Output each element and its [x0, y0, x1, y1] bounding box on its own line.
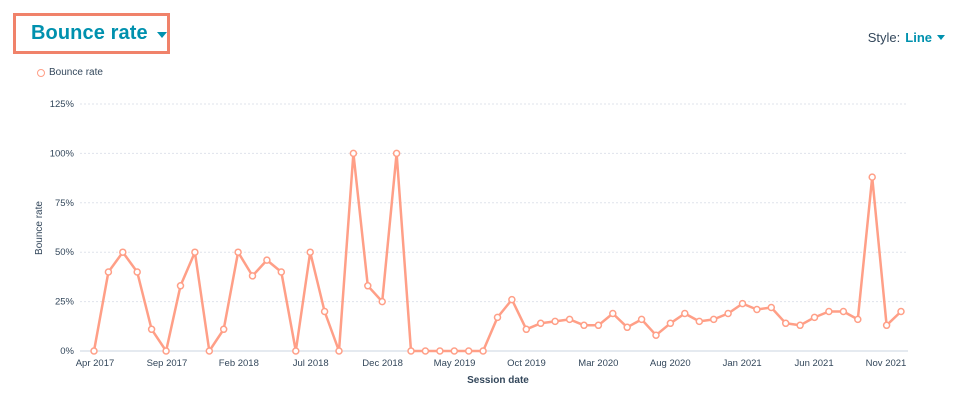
y-tick-label: 75%	[55, 198, 75, 209]
x-tick-label: Aug 2020	[650, 358, 691, 369]
data-point[interactable]	[666, 319, 675, 328]
x-tick-label: Mar 2020	[578, 358, 618, 369]
data-point[interactable]	[191, 248, 199, 256]
data-point[interactable]	[839, 307, 848, 316]
data-point[interactable]	[709, 315, 718, 324]
data-point[interactable]	[580, 321, 588, 330]
data-point[interactable]	[882, 321, 891, 330]
data-point[interactable]	[219, 325, 228, 334]
x-tick-label: Dec 2018	[362, 358, 403, 369]
data-point[interactable]	[436, 347, 444, 355]
data-point[interactable]	[623, 323, 631, 332]
grid-lines	[80, 103, 908, 352]
series-points	[90, 149, 905, 355]
data-point[interactable]	[551, 317, 559, 326]
y-tick-label: 0%	[60, 346, 74, 357]
data-point[interactable]	[147, 325, 156, 334]
data-point[interactable]	[522, 325, 531, 334]
data-point[interactable]	[796, 321, 804, 330]
chart-style-picker[interactable]: Style: Line	[868, 30, 945, 45]
x-tick-label: Jul 2018	[293, 358, 329, 369]
x-tick-label: Feb 2018	[219, 358, 259, 369]
data-point[interactable]	[205, 347, 214, 355]
data-point[interactable]	[378, 297, 386, 306]
report-title-dropdown[interactable]: Bounce rate	[13, 13, 170, 54]
data-point[interactable]	[364, 282, 372, 290]
y-tick-label: 25%	[55, 297, 75, 308]
data-point[interactable]	[90, 347, 98, 355]
chevron-down-icon[interactable]	[937, 35, 945, 40]
data-point[interactable]	[119, 248, 127, 256]
data-point[interactable]	[753, 305, 761, 314]
data-point[interactable]	[320, 307, 329, 316]
x-tick-label: Sep 2017	[147, 358, 188, 369]
data-point[interactable]	[479, 347, 487, 355]
legend-label: Bounce rate	[49, 67, 103, 78]
data-point[interactable]	[234, 248, 242, 256]
data-point[interactable]	[464, 347, 473, 355]
x-axis-title: Session date	[467, 375, 529, 386]
data-point[interactable]	[825, 307, 833, 316]
data-point[interactable]	[292, 347, 300, 355]
y-tick-label: 125%	[50, 99, 75, 110]
x-tick-label: May 2019	[434, 358, 476, 369]
y-axis-title: Bounce rate	[34, 201, 45, 255]
data-point[interactable]	[810, 313, 819, 322]
y-axis-ticks: 0% 25% 50% 75% 100% 125%	[50, 99, 75, 357]
data-point[interactable]	[695, 317, 704, 326]
x-tick-label: Nov 2021	[866, 358, 907, 369]
x-tick-label: Jun 2021	[795, 358, 834, 369]
data-point[interactable]	[176, 282, 185, 290]
series-marker-icon	[37, 68, 45, 77]
data-point[interactable]	[536, 319, 545, 328]
data-point[interactable]	[104, 268, 113, 276]
data-point[interactable]	[421, 347, 430, 355]
data-point[interactable]	[652, 331, 660, 339]
data-point[interactable]	[897, 307, 905, 316]
chart-legend[interactable]: Bounce rate	[37, 67, 103, 78]
data-point[interactable]	[248, 272, 257, 280]
data-point[interactable]	[781, 319, 790, 328]
chevron-down-icon	[156, 31, 167, 38]
data-point[interactable]	[450, 347, 459, 355]
y-tick-label: 50%	[55, 247, 75, 258]
data-point[interactable]	[493, 313, 502, 322]
data-point[interactable]	[767, 303, 776, 312]
data-point[interactable]	[854, 315, 862, 324]
data-point[interactable]	[681, 309, 689, 318]
data-point[interactable]	[335, 347, 343, 355]
report-title: Bounce rate	[31, 22, 148, 44]
style-value[interactable]: Line	[905, 30, 932, 45]
data-point[interactable]	[724, 309, 732, 318]
data-point[interactable]	[868, 173, 876, 181]
y-tick-label: 100%	[50, 148, 75, 159]
data-point[interactable]	[738, 299, 747, 308]
data-point[interactable]	[594, 321, 603, 330]
x-tick-label: Oct 2019	[507, 358, 546, 369]
data-point[interactable]	[277, 268, 286, 276]
data-point[interactable]	[637, 315, 646, 324]
data-point[interactable]	[565, 315, 574, 324]
data-point[interactable]	[306, 248, 314, 256]
x-tick-label: Jan 2021	[723, 358, 762, 369]
data-point[interactable]	[407, 347, 415, 355]
style-label: Style:	[867, 30, 901, 45]
data-point[interactable]	[349, 149, 358, 158]
data-point[interactable]	[609, 309, 617, 318]
data-point[interactable]	[162, 347, 170, 355]
x-axis-ticks: Apr 2017 Sep 2017 Feb 2018 Jul 2018 Dec 2018…	[76, 358, 907, 369]
data-point[interactable]	[392, 149, 401, 158]
data-point[interactable]	[508, 295, 516, 304]
x-tick-label: Apr 2017	[76, 358, 115, 369]
data-point[interactable]	[263, 256, 271, 264]
data-point[interactable]	[133, 268, 141, 276]
